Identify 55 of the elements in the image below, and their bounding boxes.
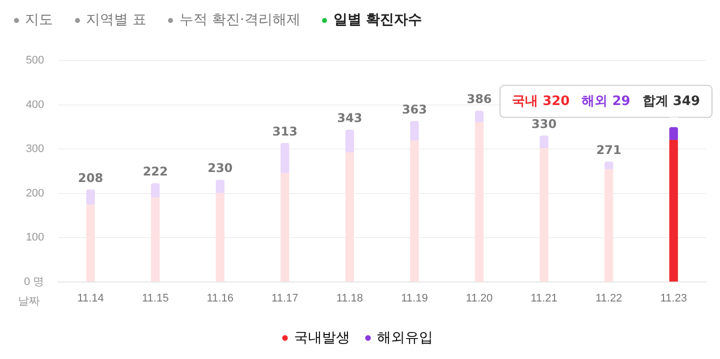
bar: [604, 162, 614, 170]
bar: [216, 180, 224, 194]
x-tick-label: 11.23: [660, 292, 687, 304]
total-label: 313: [272, 124, 298, 138]
x-tick-label: 11.17: [272, 292, 298, 304]
total-label: 363: [402, 102, 428, 116]
x-tick-label: 11.15: [142, 292, 169, 304]
total-label: 208: [78, 170, 104, 185]
total-label: 230: [208, 161, 233, 176]
bar: [216, 192, 224, 282]
total-label: 343: [337, 111, 362, 126]
y-tick-label: 100: [26, 232, 44, 244]
bar: [280, 143, 290, 174]
bar: [345, 130, 354, 153]
bar: [86, 204, 95, 282]
text: 누적 확진·격리해제: [178, 11, 300, 29]
bar: [151, 183, 160, 198]
y-tick-label: 200: [26, 187, 44, 200]
text: 지역별 표: [85, 11, 146, 29]
y-tick-label: 0 명: [24, 276, 44, 288]
annotation: 국내 320: [512, 94, 570, 109]
x-tick-label: 11.18: [336, 292, 364, 304]
bar: [669, 127, 678, 141]
bar: [474, 122, 484, 282]
total-label: 386: [466, 92, 492, 106]
x-tick-label: 11.19: [401, 292, 428, 304]
bar: [410, 140, 419, 282]
bar: [410, 120, 419, 142]
legend-label: 해외유입: [377, 328, 433, 345]
bar: [540, 148, 548, 282]
bar: [345, 152, 354, 282]
x-tick-label: 11.21: [530, 292, 558, 304]
total-label: 222: [142, 164, 168, 179]
total-label: 271: [596, 143, 622, 158]
x-axis-title: 날짜: [18, 294, 40, 308]
bar: [604, 169, 614, 282]
text: 지도: [24, 11, 53, 29]
bar: [474, 110, 484, 123]
x-tick-label: 11.16: [206, 292, 234, 304]
chart-title: 일별 확진자수: [332, 11, 422, 29]
total-label: 330: [532, 116, 557, 131]
bar: [151, 197, 160, 282]
annotation: 해외 29: [582, 94, 630, 109]
x-tick-label: 11.22: [595, 292, 622, 304]
bar: [86, 189, 95, 206]
x-tick-label: 11.20: [466, 292, 493, 304]
bar: [540, 135, 548, 149]
bar: [669, 140, 678, 282]
y-tick-label: 500: [26, 54, 44, 67]
y-tick-label: 400: [26, 98, 44, 111]
bar: [280, 173, 290, 282]
x-tick-label: 11.14: [77, 292, 104, 304]
y-tick-label: 300: [26, 143, 44, 156]
annotation: 합계 349: [642, 94, 700, 109]
legend-label: 국내발생: [294, 328, 350, 345]
